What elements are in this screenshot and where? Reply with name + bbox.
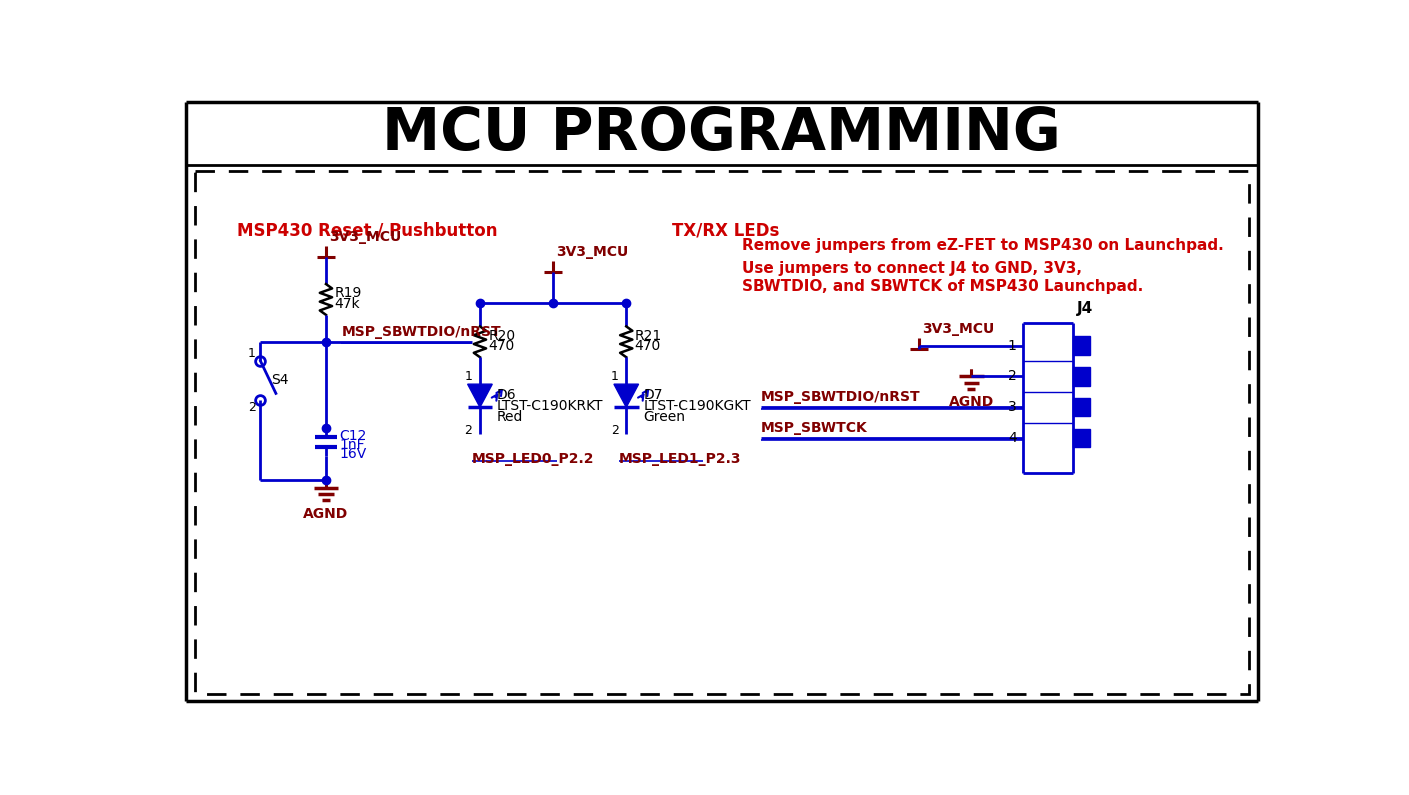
Polygon shape	[468, 384, 492, 407]
Text: MSP430 Reset / Pushbutton: MSP430 Reset / Pushbutton	[237, 221, 497, 239]
Text: J4: J4	[1076, 301, 1093, 316]
Text: LTST-C190KRKT: LTST-C190KRKT	[497, 399, 603, 413]
Text: 2: 2	[610, 424, 619, 436]
Text: 1: 1	[248, 347, 256, 359]
Text: D7: D7	[643, 388, 662, 402]
Bar	[1072, 336, 1089, 355]
Text: MSP_SBWTCK: MSP_SBWTCK	[761, 421, 868, 435]
Text: 2: 2	[1007, 370, 1017, 383]
Text: 1: 1	[1007, 339, 1017, 353]
Text: SBWTDIO, and SBWTCK of MSP430 Launchpad.: SBWTDIO, and SBWTCK of MSP430 Launchpad.	[741, 279, 1143, 294]
Text: 3V3_MCU: 3V3_MCU	[921, 323, 995, 336]
Text: 470: 470	[489, 339, 514, 354]
Bar	[1072, 429, 1089, 448]
Text: C12: C12	[340, 429, 366, 443]
Text: Use jumpers to connect J4 to GND, 3V3,: Use jumpers to connect J4 to GND, 3V3,	[741, 261, 1082, 276]
Text: 4: 4	[1007, 431, 1017, 445]
Text: R20: R20	[489, 328, 516, 343]
Text: 1nF: 1nF	[340, 438, 365, 452]
Text: AGND: AGND	[948, 395, 993, 409]
Text: S4: S4	[272, 374, 289, 387]
Bar	[1072, 398, 1089, 417]
Text: Green: Green	[643, 409, 685, 424]
Text: 3V3_MCU: 3V3_MCU	[330, 230, 402, 244]
Text: LTST-C190KGKT: LTST-C190KGKT	[643, 399, 751, 413]
Text: TX/RX LEDs: TX/RX LEDs	[672, 221, 779, 239]
Bar	[194, 171, 1250, 695]
Text: MSP_SBWTDIO/nRST: MSP_SBWTDIO/nRST	[341, 324, 502, 339]
Text: D6: D6	[497, 388, 517, 402]
Text: 3V3_MCU: 3V3_MCU	[557, 246, 628, 259]
Text: 47k: 47k	[334, 297, 361, 311]
Text: MSP_LED1_P2.3: MSP_LED1_P2.3	[619, 452, 741, 466]
Text: MSP_LED0_P2.2: MSP_LED0_P2.2	[472, 452, 595, 466]
Bar	[1072, 367, 1089, 386]
Text: 1: 1	[610, 370, 619, 382]
Polygon shape	[614, 384, 638, 407]
Text: 16V: 16V	[340, 448, 366, 461]
Text: MCU PROGRAMMING: MCU PROGRAMMING	[382, 105, 1061, 161]
Text: R21: R21	[634, 328, 662, 343]
Text: 470: 470	[634, 339, 661, 354]
Text: Remove jumpers from eZ-FET to MSP430 on Launchpad.: Remove jumpers from eZ-FET to MSP430 on …	[741, 238, 1223, 253]
Text: MSP_SBWTDIO/nRST: MSP_SBWTDIO/nRST	[761, 390, 920, 404]
Text: 3: 3	[1007, 400, 1017, 414]
Text: 1: 1	[465, 370, 472, 382]
Text: R19: R19	[334, 286, 362, 301]
Text: AGND: AGND	[303, 506, 348, 521]
Text: 2: 2	[465, 424, 472, 436]
Text: 2: 2	[248, 401, 256, 414]
Text: Red: Red	[497, 409, 523, 424]
